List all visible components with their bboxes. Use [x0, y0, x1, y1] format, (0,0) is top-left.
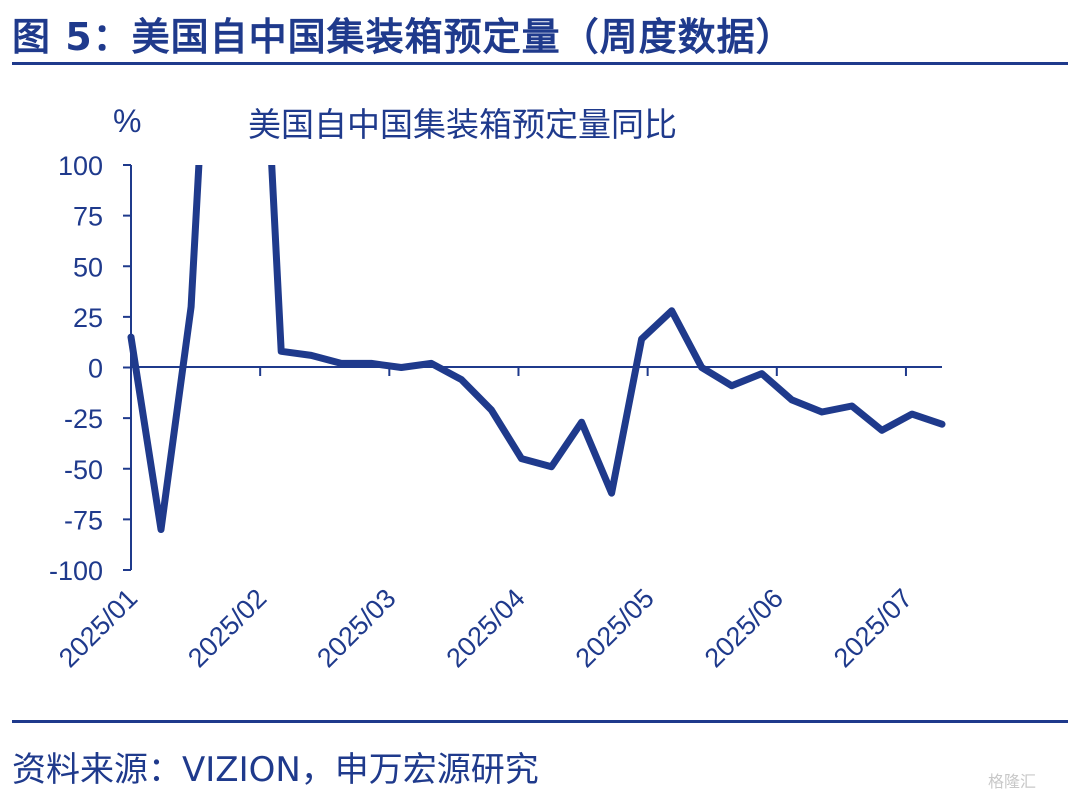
line-chart: % 美国自中国集装箱预定量同比 1007550250-25-50-75-100 …: [49, 103, 946, 673]
x-tick-label: 2025/05: [570, 583, 660, 673]
unit-label: %: [113, 103, 141, 139]
bottom-rule: [12, 720, 1068, 723]
top-rule: [12, 62, 1068, 65]
axes: [130, 165, 942, 570]
x-tick-label: 2025/01: [53, 583, 143, 673]
y-tick-label: -50: [64, 455, 103, 485]
y-tick-label: -100: [49, 556, 103, 586]
source-note: 资料来源：VIZION，申万宏源研究: [12, 750, 539, 790]
x-tick-label: 2025/02: [182, 583, 272, 673]
y-tick-label: 100: [58, 151, 103, 181]
y-tick-label: -25: [64, 404, 103, 434]
y-tick-label: -75: [64, 505, 103, 535]
x-tick-label: 2025/03: [311, 583, 401, 673]
y-axis-ticks: 100 75 50 25 0 -25 -50 -75 -100: [49, 151, 131, 586]
watermark: 格隆汇: [988, 772, 1037, 791]
x-tick-label: 2025/07: [828, 583, 918, 673]
chart-title: 美国自中国集装箱预定量同比: [248, 105, 677, 144]
series-line: [127, 165, 946, 533]
x-tick-label: 2025/04: [440, 583, 530, 673]
figure-title: 图 5：美国自中国集装箱预定量（周度数据）: [12, 15, 795, 59]
x-tick-label: 2025/06: [699, 583, 789, 673]
series-group: [127, 165, 946, 533]
y-tick-label: 0: [88, 354, 103, 384]
x-axis-ticks: 2025/01 2025/02 2025/03 2025/04 2025/05 2025/…: [53, 367, 918, 673]
y-tick-label: 25: [73, 303, 103, 333]
y-tick-label: 50: [73, 252, 103, 282]
y-tick-label: 75: [73, 202, 103, 232]
